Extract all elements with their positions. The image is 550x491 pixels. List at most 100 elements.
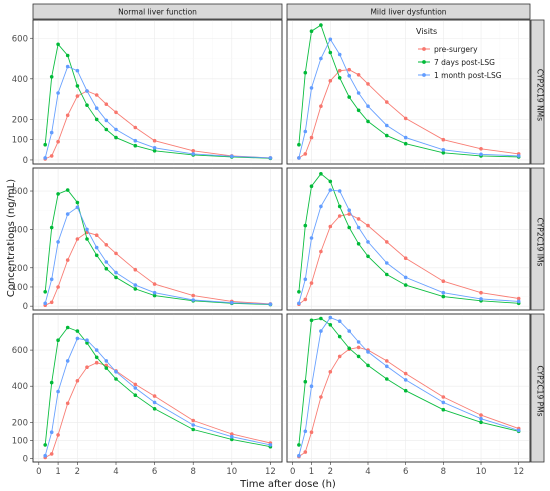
y-tick-label: 100 (12, 436, 28, 446)
data-point-7-days-post-lsg (309, 318, 314, 323)
data-point-1-month-post-lsg (441, 400, 446, 405)
data-point-1-month-post-lsg (441, 290, 446, 295)
data-point-7-days-post-lsg (114, 135, 118, 140)
data-point-1-month-post-lsg (297, 301, 301, 306)
data-point-7-days-post-lsg (43, 443, 47, 447)
data-point-7-days-post-lsg (303, 70, 308, 75)
data-point-pre-surgery (328, 224, 333, 229)
x-tick-label: 6 (152, 467, 157, 477)
data-point-1-month-post-lsg (152, 400, 157, 405)
series-line-7-days-post-lsg (44, 43, 271, 159)
data-point-7-days-post-lsg (49, 225, 54, 230)
data-point-1-month-post-lsg (366, 104, 370, 108)
data-point-7-days-post-lsg (75, 329, 80, 333)
data-point-pre-surgery (303, 450, 308, 454)
data-point-1-month-post-lsg (328, 188, 333, 192)
data-point-7-days-post-lsg (65, 53, 70, 58)
data-point-7-days-post-lsg (356, 108, 361, 113)
data-point-pre-surgery (328, 370, 333, 374)
data-point-1-month-post-lsg (356, 225, 361, 230)
data-point-1-month-post-lsg (319, 56, 323, 61)
data-point-7-days-post-lsg (49, 380, 54, 385)
y-tick-label: 600 (12, 187, 28, 197)
data-point-1-month-post-lsg (94, 245, 99, 250)
y-tick-label: 200 (12, 264, 28, 274)
data-point-pre-surgery (319, 249, 323, 254)
series-1-month-post-lsg (43, 64, 273, 160)
legend-title: Visits (416, 27, 437, 36)
data-point-1-month-post-lsg (403, 275, 408, 280)
data-point-pre-surgery (75, 94, 80, 98)
data-point-7-days-post-lsg (43, 142, 47, 147)
data-point-1-month-post-lsg (43, 301, 47, 306)
x-tick-label: 8 (190, 467, 195, 477)
y-tick-label: 0 (23, 454, 28, 464)
facet-strip-cyp2c19-ims: CYP2C19 IMs (530, 167, 545, 311)
data-point-1-month-post-lsg (75, 336, 80, 341)
x-tick-label: 8 (441, 467, 446, 477)
series-7-days-post-lsg (297, 23, 521, 159)
series-line-7-days-post-lsg (44, 326, 271, 448)
data-point-1-month-post-lsg (356, 340, 361, 344)
data-point-7-days-post-lsg (94, 253, 99, 258)
data-point-1-month-post-lsg (516, 299, 521, 304)
data-point-1-month-post-lsg (65, 64, 70, 69)
panel-background (32, 19, 283, 165)
data-point-pre-surgery (385, 359, 389, 363)
series-line-7-days-post-lsg (298, 173, 519, 304)
panel-cyp2c19-pms-mild-liver-dysfuntion: 0 1 2 4 6 8 10 12 (286, 313, 531, 477)
data-point-pre-surgery (152, 394, 157, 398)
data-point-7-days-post-lsg (356, 354, 361, 359)
data-point-pre-surgery (366, 223, 370, 228)
y-tick-label: 200 (12, 418, 28, 428)
data-point-1-month-post-lsg (303, 277, 308, 282)
data-point-1-month-post-lsg (366, 350, 370, 354)
data-point-pre-surgery (347, 212, 352, 216)
data-point-7-days-post-lsg (56, 338, 60, 343)
data-point-1-month-post-lsg (328, 37, 333, 42)
data-point-7-days-post-lsg (403, 388, 408, 393)
data-point-1-month-post-lsg (337, 189, 342, 193)
data-point-1-month-post-lsg (94, 348, 99, 352)
data-point-pre-surgery (356, 73, 361, 77)
facet-strip-label: Normal liver function (118, 8, 197, 17)
data-point-7-days-post-lsg (56, 42, 60, 47)
data-point-1-month-post-lsg (230, 300, 234, 305)
data-point-1-month-post-lsg (114, 127, 118, 132)
x-tick-label: 2 (328, 467, 333, 477)
data-point-1-month-post-lsg (56, 240, 60, 244)
data-point-7-days-post-lsg (297, 290, 301, 294)
data-point-1-month-post-lsg (56, 389, 60, 394)
data-point-7-days-post-lsg (328, 323, 333, 327)
series-7-days-post-lsg (297, 172, 521, 306)
data-point-pre-surgery (94, 233, 99, 237)
data-point-7-days-post-lsg (297, 443, 301, 447)
legend-label-1-month-post-lsg: 1 month post-LSG (434, 71, 502, 80)
facet-strip-bg (32, 3, 283, 20)
data-point-7-days-post-lsg (85, 237, 89, 241)
data-point-pre-surgery (191, 293, 195, 298)
facet-strip-label: CYP2C19 NMs (536, 69, 545, 121)
legend-key-point (422, 73, 426, 77)
data-point-pre-surgery (309, 135, 314, 140)
series-7-days-post-lsg (297, 316, 521, 447)
data-point-pre-surgery (114, 251, 118, 256)
data-point-7-days-post-lsg (114, 275, 118, 280)
data-point-1-month-post-lsg (385, 261, 389, 265)
data-point-1-month-post-lsg (49, 277, 54, 282)
y-tick-label: 0 (23, 156, 28, 166)
data-point-pre-surgery (94, 93, 99, 97)
data-point-1-month-post-lsg (65, 212, 70, 216)
data-point-pre-surgery (385, 100, 389, 104)
data-point-pre-surgery (403, 371, 408, 376)
data-point-7-days-post-lsg (297, 142, 301, 147)
data-point-7-days-post-lsg (366, 254, 370, 259)
data-point-pre-surgery (49, 452, 54, 456)
facet-strip-label: Mild liver dysfuntion (370, 8, 446, 17)
series-line-pre-surgery (44, 362, 271, 458)
data-point-7-days-post-lsg (104, 366, 109, 370)
data-point-pre-surgery (56, 139, 60, 144)
y-tick-label: 600 (12, 346, 28, 356)
data-point-pre-surgery (75, 237, 80, 241)
